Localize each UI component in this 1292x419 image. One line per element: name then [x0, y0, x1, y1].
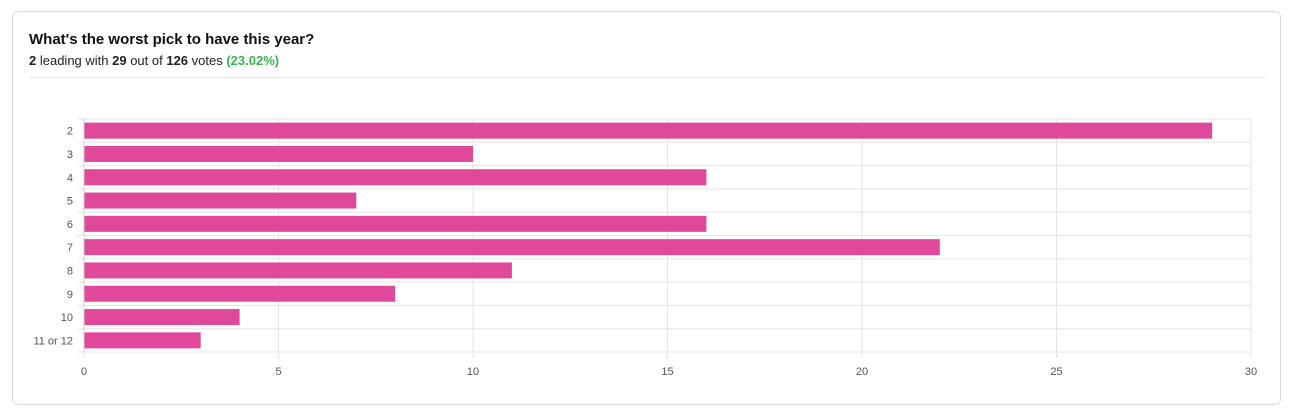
- total-votes: 126: [166, 53, 189, 68]
- x-tick-label: 30: [1245, 366, 1257, 378]
- bar: [84, 285, 396, 302]
- y-tick-label: 8: [67, 265, 73, 277]
- y-tick-label: 10: [61, 312, 73, 324]
- leader-percent: (23.02%): [226, 53, 280, 68]
- bar: [84, 122, 1213, 139]
- poll-title: What's the worst pick to have this year?: [29, 31, 315, 48]
- bar: [84, 309, 240, 326]
- y-tick-label: 9: [67, 289, 73, 301]
- x-tick-label: 0: [81, 366, 87, 378]
- y-tick-label: 6: [67, 219, 73, 231]
- x-tick-label: 20: [856, 366, 868, 378]
- poll-summary: 2 leading with 29 out of 126 votes (23.0…: [29, 53, 279, 68]
- header-divider: [29, 77, 1266, 78]
- bar: [84, 332, 201, 349]
- x-tick-label: 5: [275, 366, 281, 378]
- bar: [84, 169, 707, 186]
- x-tick-label: 25: [1050, 366, 1062, 378]
- x-tick-label: 15: [661, 366, 673, 378]
- bar: [84, 145, 473, 162]
- x-tick-label: 10: [467, 366, 479, 378]
- bar: [84, 192, 357, 209]
- votes-text: votes: [188, 53, 227, 68]
- y-tick-label: 7: [67, 242, 73, 254]
- y-tick-label: 11 or 12: [33, 335, 73, 347]
- y-tick-label: 2: [67, 126, 73, 138]
- bar: [84, 262, 512, 279]
- y-tick-label: 5: [67, 196, 73, 208]
- y-tick-label: 4: [67, 172, 73, 184]
- bar: [84, 239, 940, 256]
- leader-votes: 29: [112, 53, 127, 68]
- bar: [84, 215, 707, 232]
- y-tick-label: 3: [67, 149, 73, 161]
- leading-text: leading with: [36, 53, 113, 68]
- out-of-text: out of: [126, 53, 167, 68]
- leader-label: 2: [29, 53, 37, 68]
